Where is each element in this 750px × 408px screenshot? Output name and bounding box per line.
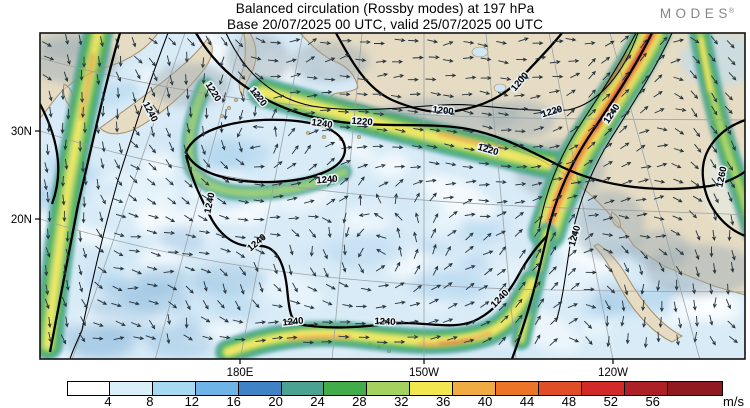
colorbar-cell <box>495 382 538 395</box>
colorbar-cell <box>237 382 281 395</box>
colorbar-tick-label: 32 <box>394 394 409 408</box>
lon-label: 120W <box>598 367 628 379</box>
colorbar-cell <box>623 382 667 395</box>
lon-label: 180E <box>227 367 254 379</box>
colorbar-cell <box>452 382 496 395</box>
colorbar-tick-label: 24 <box>310 394 325 408</box>
colorbar-cell <box>194 382 238 395</box>
lat-label: 30N <box>11 126 32 138</box>
map-frame <box>39 32 746 360</box>
colorbar-tick-label: 12 <box>184 394 200 408</box>
colorbar-cell <box>409 382 453 395</box>
colorbar-tick-label: 4 <box>104 394 112 408</box>
colorbar-cell <box>109 382 152 395</box>
colorbar-cell <box>68 382 109 395</box>
colorbar-tick-label: 44 <box>519 394 535 408</box>
lon-label: 150W <box>409 367 439 379</box>
colorbar-cell <box>280 382 324 395</box>
colorbar-cell <box>323 382 367 395</box>
colorbar-tick-label: 48 <box>561 394 577 408</box>
colorbar-tick-label: 52 <box>603 394 619 408</box>
coastlines <box>40 33 745 343</box>
colorbar-cell <box>537 382 581 395</box>
colorbar <box>67 381 723 396</box>
chart-subtitle: Base 20/07/2025 00 UTC, valid 25/07/2025… <box>226 17 544 32</box>
lat-label: 20N <box>11 214 32 226</box>
colorbar-cell <box>366 382 410 395</box>
colorbar-tick-label: 36 <box>435 394 451 408</box>
colorbar-tick-label: 20 <box>268 394 283 408</box>
chart-title: Balanced circulation (Rossby modes) at 1… <box>235 1 535 16</box>
colorbar-unit: m/s <box>723 394 744 408</box>
modes-logo-mark: ® <box>728 7 734 15</box>
colorbar-cell <box>580 382 624 395</box>
height-contours <box>40 33 745 359</box>
contour-label: 1240 <box>316 174 338 187</box>
colorbar-cell <box>151 382 195 395</box>
wind-arrows <box>41 34 739 349</box>
colorbar-cell <box>666 382 722 395</box>
axis-labels: 180E 150W 120W 30N 20N <box>11 126 628 379</box>
colorbar-tick-label: 8 <box>146 394 154 408</box>
colorbar-tick-label: 40 <box>477 394 493 408</box>
modes-logo-text: MODES <box>659 6 732 21</box>
graticule <box>40 33 745 359</box>
contour-label: 1220 <box>351 116 373 128</box>
contour-label: 1240 <box>311 117 333 131</box>
axis-ticks <box>35 130 614 364</box>
colorbar-tick-label: 28 <box>352 394 367 408</box>
colorbar-tick-label: 16 <box>226 394 241 408</box>
modes-logo: MODES® <box>660 6 734 21</box>
colorbar-tick-label: 56 <box>645 394 660 408</box>
contour-label: 1200 <box>432 104 454 117</box>
